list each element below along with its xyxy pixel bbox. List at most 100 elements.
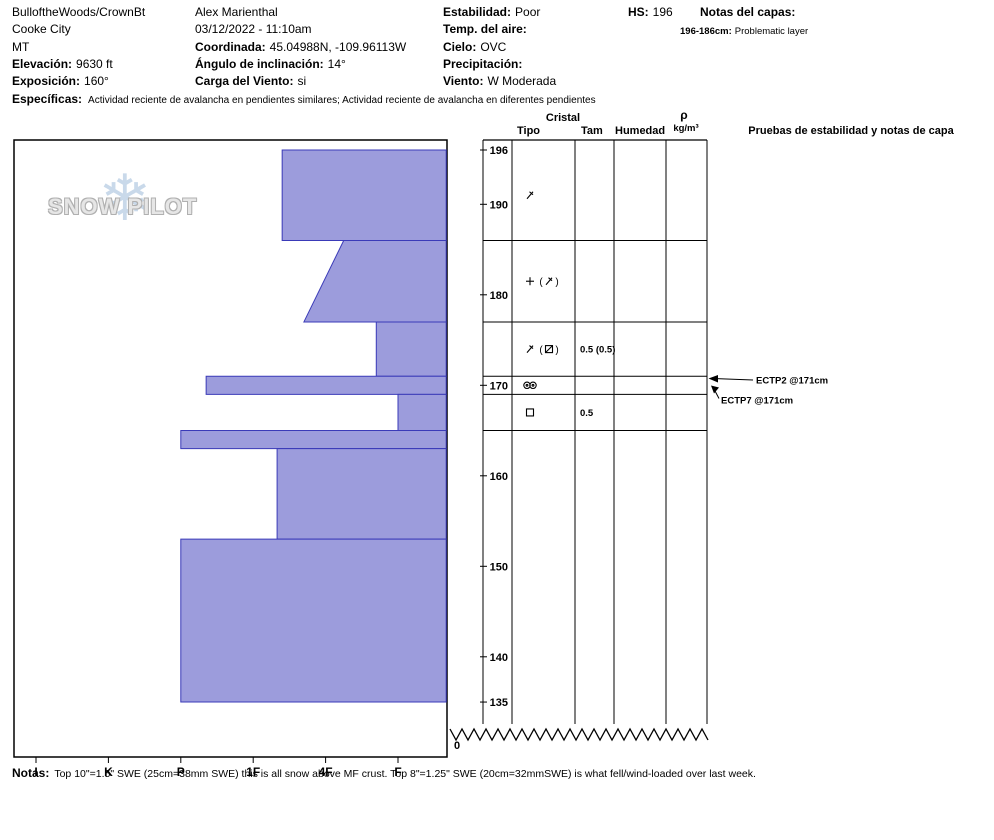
layer-bar-171-169 xyxy=(205,375,447,395)
coordinates-value: 45.04988N, -109.96113W xyxy=(269,39,407,54)
site-state: MT xyxy=(12,39,145,56)
aspect-label: Exposición: xyxy=(12,74,81,89)
specifics-row: Específicas: Actividad reciente de avalan… xyxy=(12,92,596,106)
site-aspect: Exposición: 160° xyxy=(12,73,145,90)
hardness-label-P: P xyxy=(177,765,185,779)
header-rho: ρ xyxy=(680,108,687,122)
hardness-label-I: I xyxy=(34,765,37,779)
site-elevation: Elevación: 9630 ft xyxy=(12,56,145,73)
depth-tick-label-190: 190 xyxy=(490,199,508,211)
pit-notes-label: Notas: xyxy=(12,766,50,780)
layer-bar-169-165 xyxy=(397,393,447,432)
stability: Estabilidad: Poor xyxy=(443,4,556,21)
conditions-info: Estabilidad: Poor Temp. del aire: Cielo: O… xyxy=(443,4,556,90)
observer-info: Alex Marienthal 03/12/2022 - 11:10am Coo… xyxy=(195,4,406,90)
coordinates: Coordinada: 45.04988N, -109.96113W xyxy=(195,39,406,56)
hs-value: 196 xyxy=(652,5,673,19)
grain-size-value: 0.5 (0.5) xyxy=(580,345,615,356)
hs-block: HS: 196 xyxy=(628,4,673,21)
header-rho-units: kg/m³ xyxy=(673,123,698,134)
slope-angle-value: 14° xyxy=(327,56,346,71)
slope-angle-label: Ángulo de inclinación: xyxy=(195,56,324,71)
observation-datetime-text: 03/12/2022 - 11:10am xyxy=(195,22,312,37)
stability-label: Estabilidad: xyxy=(443,5,512,19)
grain-symbol-PP xyxy=(526,277,534,286)
header-humedad: Humedad xyxy=(615,125,665,137)
pit-notes-text: Top 10"=1.5" SWE (25cm=38mm SWE) this is… xyxy=(54,768,756,780)
wind-loading-value: si xyxy=(297,74,307,89)
wind: Viento: W Moderada xyxy=(443,73,556,90)
sky-cover-value: OVC xyxy=(480,39,507,54)
paren-open: ( xyxy=(539,345,543,356)
observer-name: Alex Marienthal xyxy=(195,4,406,21)
layer-note: 196-186cm: Problematic layer xyxy=(680,26,808,37)
stability-value: Poor xyxy=(515,5,541,19)
coordinates-label: Coordinada: xyxy=(195,39,266,54)
header-tipo: Tipo xyxy=(517,125,540,137)
wind-loading: Carga del Viento: si xyxy=(195,73,406,90)
paren-open: ( xyxy=(539,277,543,288)
layer-bar-177-171 xyxy=(375,321,447,377)
scale-break-zigzag xyxy=(449,727,709,742)
header-stability-tests: Pruebas de estabilidad y notas de capa xyxy=(748,125,954,137)
grain-symbol-DF xyxy=(545,277,553,286)
depth-tick-label-140: 140 xyxy=(490,652,508,664)
hs-label: HS: xyxy=(628,5,649,19)
layer-note-range: 196-186cm: xyxy=(680,26,732,37)
hardness-label-1F: 1F xyxy=(246,765,260,779)
depth-tick-label-160: 160 xyxy=(490,471,508,483)
elevation-value: 9630 ft xyxy=(76,56,113,71)
wind-value: W Moderada xyxy=(487,74,557,89)
precipitation: Precipitación: xyxy=(443,56,556,73)
test-annotation-ectp2: ECTP2 @171cm xyxy=(756,376,828,387)
precipitation-label: Precipitación: xyxy=(443,56,523,71)
wind-loading-label: Carga del Viento: xyxy=(195,74,294,89)
layer-bar-196-186 xyxy=(281,149,447,241)
header-tam: Tam xyxy=(581,125,603,137)
site-name-text: BulloftheWoods/CrownBt xyxy=(12,5,146,19)
grain-symbol-FC xyxy=(525,408,535,417)
layer-bar-165-163 xyxy=(180,430,447,450)
air-temp: Temp. del aire: xyxy=(443,21,556,38)
test-arrowhead xyxy=(711,385,719,394)
aspect-value: 160° xyxy=(84,74,109,89)
site-city-text: Cooke City xyxy=(12,22,71,37)
grain-symbol-DF xyxy=(526,191,534,200)
layer-bar-153-135 xyxy=(180,538,447,703)
depth-tick-label-180: 180 xyxy=(490,290,508,302)
grain-symbol-MFcr xyxy=(523,381,537,390)
grain-size-value: 0.5 xyxy=(580,408,594,419)
air-temp-label: Temp. del aire: xyxy=(443,22,527,37)
observation-datetime: 03/12/2022 - 11:10am xyxy=(195,21,406,38)
specifics-label: Específicas: xyxy=(12,92,83,106)
site-city: Cooke City xyxy=(12,21,145,38)
snow-height: HS: 196 xyxy=(628,4,673,21)
paren-close: ) xyxy=(555,277,558,288)
depth-zero-label: 0 xyxy=(454,740,460,752)
wind-label: Viento: xyxy=(443,74,484,89)
site-info: BulloftheWoods/CrownBt Cooke City MT Ele… xyxy=(12,4,145,90)
layer-notes-heading: Notas del capas: xyxy=(700,4,795,21)
elevation-label: Elevación: xyxy=(12,56,73,71)
sky-cover-label: Cielo: xyxy=(443,39,477,54)
test-arrow-line xyxy=(712,378,754,381)
header-cristal: Cristal xyxy=(546,112,580,124)
slope-angle: Ángulo de inclinación: 14° xyxy=(195,56,406,73)
test-annotation-ectp7: ECTP7 @171cm xyxy=(721,396,793,407)
layer-bar-163-153 xyxy=(276,448,447,540)
depth-tick-label-150: 150 xyxy=(490,561,508,573)
pit-notes: Notas: Top 10"=1.5" SWE (25cm=38mm SWE) t… xyxy=(12,766,756,780)
hardness-label-F: F xyxy=(394,765,401,779)
depth-tick-label-135: 135 xyxy=(490,697,508,709)
depth-tick-label-170: 170 xyxy=(490,380,508,392)
layer-notes-block: Notas del capas: xyxy=(700,4,795,21)
site-state-text: MT xyxy=(12,39,30,54)
hardness-label-K: K xyxy=(104,765,113,779)
layer-note-text: Problematic layer xyxy=(734,26,809,37)
site-name: BulloftheWoods/CrownBt xyxy=(12,4,145,21)
specifics-text: Actividad reciente de avalancha en pendi… xyxy=(88,95,596,106)
layer-notes-label: Notas del capas: xyxy=(700,5,796,19)
paren-close: ) xyxy=(555,345,558,356)
